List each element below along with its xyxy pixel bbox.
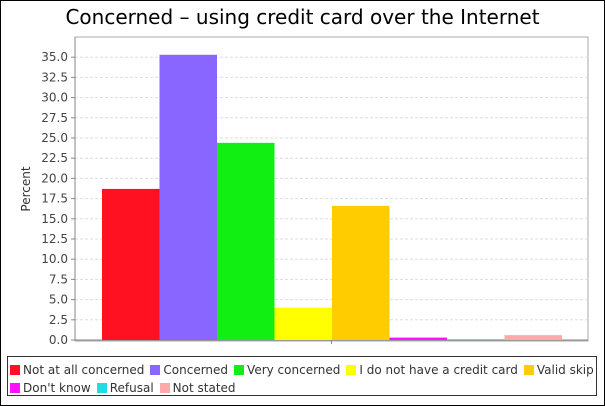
y-tick-label: 15.0 — [41, 212, 68, 226]
legend-label: Don't know — [23, 381, 91, 395]
legend-swatch — [150, 365, 161, 375]
y-tick-label: 12.5 — [41, 232, 68, 246]
legend-label: Not at all concerned — [23, 363, 145, 377]
legend-label: Not stated — [172, 381, 236, 395]
legend-label: I do not have a credit card — [359, 363, 518, 377]
bar — [504, 335, 562, 340]
chart-title: Concerned – using credit card over the I… — [65, 5, 540, 29]
legend-swatch — [10, 383, 20, 393]
legend-item: Very concerned — [234, 363, 340, 377]
legend-swatch — [10, 365, 20, 375]
legend-item: Don't know — [10, 381, 91, 395]
y-tick-label: 17.5 — [41, 192, 68, 206]
bar — [102, 188, 160, 340]
y-tick-label: 2.5 — [49, 313, 68, 327]
bar — [159, 54, 217, 340]
y-tick-label: 10.0 — [41, 252, 68, 266]
y-tick-label: 27.5 — [41, 111, 68, 125]
bar — [332, 205, 390, 340]
bar — [447, 339, 505, 340]
legend-label: Very concerned — [247, 363, 341, 377]
bar — [217, 142, 275, 340]
legend-swatch — [523, 365, 534, 375]
y-tick-label: 20.0 — [41, 171, 68, 185]
y-tick-label: 32.5 — [41, 70, 68, 84]
legend-item: Concerned — [150, 363, 228, 377]
legend-item: Not at all concerned — [10, 363, 144, 377]
y-tick-label: 7.5 — [49, 272, 68, 286]
legend-swatch — [234, 365, 245, 375]
y-tick-label: 0.0 — [49, 333, 68, 347]
y-axis-label: Percent — [19, 166, 33, 211]
legend-swatch — [159, 383, 170, 393]
y-tick-label: 25.0 — [41, 131, 68, 145]
legend-label: Concerned — [163, 363, 229, 377]
y-tick-label: 22.5 — [41, 151, 68, 165]
legend: Not at all concerned Concerned Very concer… — [7, 356, 597, 396]
y-tick-label: 30.0 — [41, 91, 68, 105]
legend-row: Not at all concerned Concerned Very concer… — [10, 359, 600, 377]
chart-plot: 0.0 2.5 5.0 7.5 10.0 12.5 15.0 17.5 20.0 22.5 25.0… — [19, 36, 589, 347]
y-tick-label: 35.0 — [41, 50, 68, 64]
legend-item: Valid skip — [523, 363, 594, 377]
legend-label: Refusal — [109, 381, 154, 395]
bars — [102, 54, 562, 340]
legend-row: Don't know Refusal Not stated — [10, 377, 242, 395]
legend-item: Not stated — [159, 381, 236, 395]
legend-swatch — [96, 383, 107, 393]
legend-label: Valid skip — [536, 363, 594, 377]
legend-swatch — [346, 365, 357, 375]
y-tick-label: 5.0 — [49, 293, 68, 307]
bar — [389, 337, 447, 340]
legend-item: I do not have a credit card — [346, 363, 518, 377]
y-axis: 0.0 2.5 5.0 7.5 10.0 12.5 15.0 17.5 20.0 22.5 25.0… — [41, 37, 588, 347]
legend-item: Refusal — [96, 381, 154, 395]
bar — [274, 307, 332, 340]
